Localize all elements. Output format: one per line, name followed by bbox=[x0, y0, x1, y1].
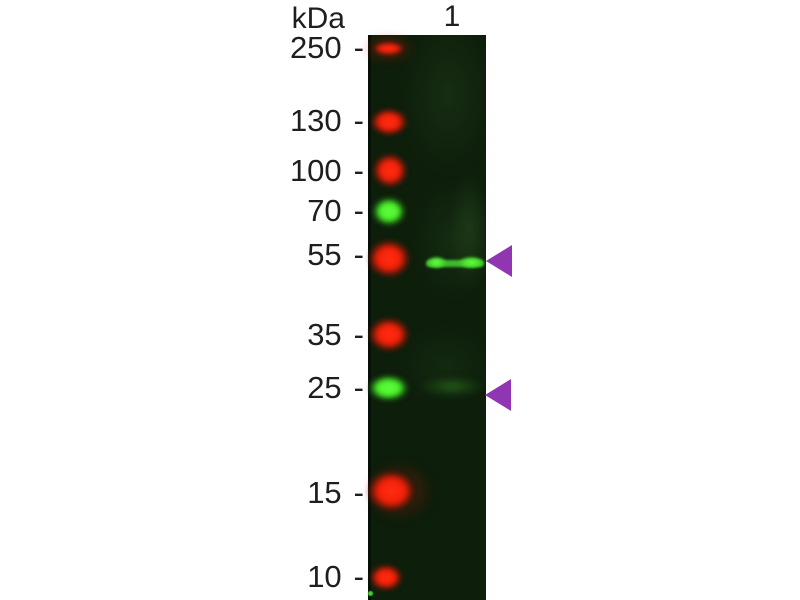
ladder-band-130 bbox=[370, 108, 408, 136]
tick-dash: - bbox=[353, 370, 364, 405]
marker-value: 35 bbox=[307, 317, 342, 352]
marker-value: 250 bbox=[289, 30, 342, 65]
ladder-band-250 bbox=[371, 41, 406, 56]
marker-label-130: 130- bbox=[230, 103, 364, 139]
marker-value: 100 bbox=[289, 153, 342, 188]
marker-value: 130 bbox=[289, 103, 342, 138]
lane-1-label: 1 bbox=[443, 0, 461, 33]
marker-value: 15 bbox=[307, 475, 342, 510]
kda-unit-label: kDa bbox=[291, 2, 345, 35]
marker-label-100: 100- bbox=[230, 153, 364, 189]
ladder-band-55 bbox=[367, 239, 411, 278]
ladder-band-10 bbox=[369, 564, 403, 591]
tick-dash: - bbox=[353, 193, 364, 228]
tick-dash: - bbox=[353, 475, 364, 510]
blot-membrane-strip bbox=[366, 35, 486, 600]
marker-value: 10 bbox=[307, 559, 342, 594]
marker-label-25: 25- bbox=[230, 370, 364, 406]
marker-label-70: 70- bbox=[230, 193, 364, 229]
marker-value: 25 bbox=[307, 370, 342, 405]
tick-dash: - bbox=[353, 103, 364, 138]
marker-label-250: 250- bbox=[230, 30, 364, 66]
sample-band-55-blob-left bbox=[426, 256, 447, 269]
sample-band-25-faint bbox=[418, 376, 486, 397]
ladder-band-70 bbox=[371, 196, 407, 227]
sample-band-55-blob-right bbox=[458, 256, 485, 269]
marker-value: 55 bbox=[307, 237, 342, 272]
tick-dash: - bbox=[353, 559, 364, 594]
arrowhead-25-icon bbox=[485, 379, 511, 411]
marker-label-55: 55- bbox=[230, 237, 364, 273]
artifact-dot bbox=[368, 591, 373, 596]
tick-dash: - bbox=[353, 153, 364, 188]
marker-label-10: 10- bbox=[230, 559, 364, 595]
tick-dash: - bbox=[353, 237, 364, 272]
marker-value: 70 bbox=[307, 193, 342, 228]
arrowhead-55-icon bbox=[486, 245, 512, 277]
sample-band-55-line bbox=[426, 260, 484, 267]
ladder-band-35 bbox=[368, 317, 410, 352]
marker-label-15: 15- bbox=[230, 475, 364, 511]
ladder-band-25 bbox=[367, 374, 410, 402]
ladder-band-100 bbox=[372, 153, 408, 188]
tick-dash: - bbox=[353, 30, 364, 65]
marker-label-35: 35- bbox=[230, 317, 364, 353]
tick-dash: - bbox=[353, 317, 364, 352]
ladder-band-15 bbox=[366, 469, 417, 513]
